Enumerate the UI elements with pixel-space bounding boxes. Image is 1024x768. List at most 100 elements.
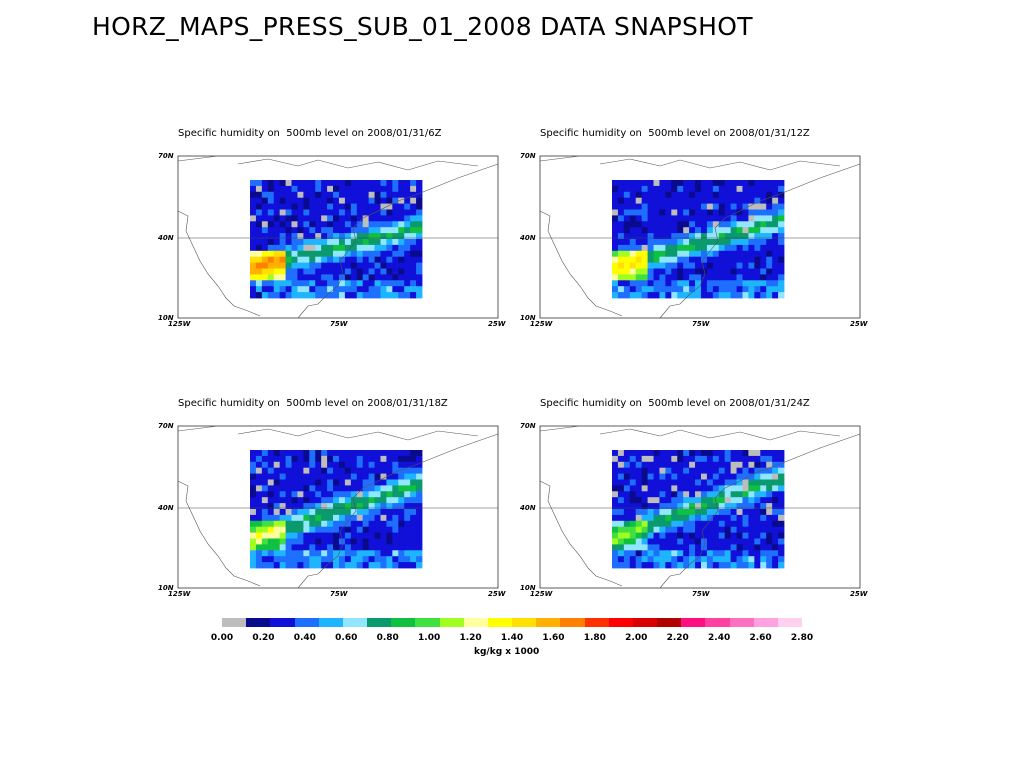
panel-title: Specific humidity on 500mb level on 2008… [540, 128, 810, 139]
grid-cell [250, 274, 257, 281]
grid-cell [315, 203, 322, 210]
grid-cell [309, 227, 316, 234]
grid-cell [273, 233, 281, 240]
coastline [177, 155, 479, 171]
grid-cell [760, 197, 767, 204]
grid-cell [338, 286, 346, 293]
grid-cell [671, 185, 678, 193]
grid-cell [261, 491, 269, 498]
grid-cell [279, 461, 286, 469]
grid-cell [356, 473, 364, 480]
grid-cell [641, 280, 648, 287]
grid-cell [356, 562, 364, 569]
grid-cell [380, 244, 387, 252]
grid-cell [623, 562, 631, 569]
grid-cell [362, 473, 370, 480]
grid-cell [362, 491, 370, 498]
grid-cell [321, 197, 328, 204]
grid-cell [700, 221, 708, 228]
grid-cell [617, 532, 625, 539]
grid-cell [718, 227, 726, 234]
grid-cell [255, 544, 263, 551]
grid-cell [303, 209, 310, 216]
grid-cell [742, 497, 749, 504]
grid-cell [629, 256, 637, 263]
grid-cell [695, 244, 702, 252]
grid-cell [255, 185, 263, 193]
coastline [177, 425, 479, 441]
grid-cell [261, 473, 269, 480]
grid-cell [671, 538, 678, 545]
grid-cell [683, 473, 690, 480]
grid-cell [748, 280, 755, 287]
grid-cell [677, 239, 684, 246]
grid-cell [712, 461, 720, 469]
grid-cell [635, 197, 643, 204]
grid-cell [778, 221, 785, 228]
grid-cell [279, 479, 286, 486]
grid-cell [700, 461, 708, 469]
grid-cell [338, 244, 346, 252]
grid-cell [635, 503, 643, 510]
grid-cell [374, 544, 381, 551]
grid-cell [410, 556, 417, 563]
grid-cell [641, 286, 648, 293]
grid-cell [380, 191, 387, 199]
grid-cell [261, 479, 269, 486]
grid-cell [748, 450, 755, 457]
grid-cell [766, 286, 773, 293]
grid-cell [338, 197, 346, 204]
grid-cell [279, 455, 286, 463]
grid-cell [297, 262, 304, 269]
grid-cell [297, 544, 304, 551]
grid-cell [398, 467, 405, 474]
grid-cell [653, 280, 660, 287]
grid-cell [665, 473, 672, 480]
grid-cell [754, 450, 761, 457]
grid-cell [665, 479, 672, 486]
grid-cell [350, 256, 358, 263]
coastline [539, 425, 841, 441]
grid-cell [380, 256, 387, 263]
grid-cell [766, 497, 773, 504]
grid-cell [297, 233, 304, 240]
grid-cell [706, 550, 714, 557]
grid-cell [297, 280, 304, 287]
grid-cell [285, 244, 292, 252]
grid-cell [344, 491, 352, 498]
grid-cell [641, 227, 648, 234]
grid-cell [303, 268, 310, 275]
grid-cell [700, 503, 708, 510]
grid-cell [736, 485, 743, 492]
grid-cell [380, 503, 387, 510]
grid-cell [612, 562, 619, 569]
grid-cell [677, 221, 684, 228]
grid-cell [416, 180, 423, 187]
grid-cell [736, 526, 743, 533]
grid-cell [255, 450, 263, 457]
grid-cell [617, 455, 625, 463]
grid-cell [772, 450, 779, 457]
grid-cell [392, 461, 399, 469]
grid-cell [706, 467, 714, 474]
grid-cell [410, 562, 417, 569]
grid-cell [671, 191, 678, 199]
grid-cell [386, 550, 393, 557]
grid-cell [309, 250, 316, 258]
grid-cell [327, 544, 334, 551]
grid-cell [635, 185, 643, 193]
grid-cell [338, 239, 346, 246]
grid-cell [730, 509, 737, 516]
grid-cell [730, 215, 737, 222]
grid-cell [273, 509, 281, 516]
grid-cell [309, 532, 316, 539]
grid-cell [689, 503, 696, 510]
grid-cell [647, 250, 654, 258]
grid-cell [700, 485, 708, 492]
grid-cell [641, 197, 648, 204]
grid-cell [671, 544, 678, 551]
grid-cell [683, 215, 690, 222]
grid-cell [250, 191, 257, 199]
grid-cell [665, 239, 672, 246]
grid-cell [665, 538, 672, 545]
